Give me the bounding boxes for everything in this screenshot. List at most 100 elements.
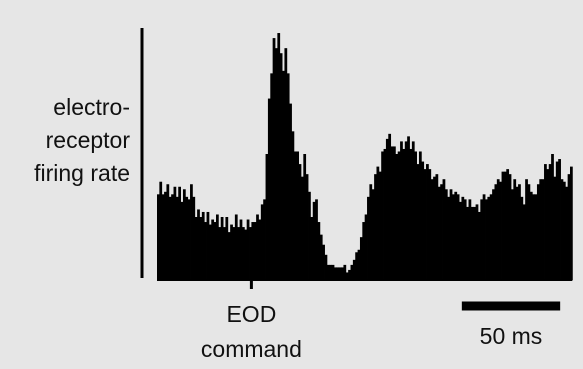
histogram-bar xyxy=(395,154,399,280)
histogram-bar xyxy=(473,206,476,280)
histogram-bar xyxy=(168,196,172,280)
histogram-bar xyxy=(468,199,472,280)
histogram-bar xyxy=(232,227,236,280)
histogram-bar xyxy=(409,148,413,280)
histogram-bar xyxy=(267,98,271,280)
histogram-bar xyxy=(322,244,325,280)
histogram-bar xyxy=(159,181,163,280)
histogram-bar xyxy=(312,201,316,280)
histogram-bar xyxy=(383,148,387,280)
histogram-bar xyxy=(378,171,382,280)
histogram-bar xyxy=(348,269,351,280)
histogram-bar xyxy=(227,232,231,280)
histogram-bar xyxy=(449,189,453,280)
histogram-bar xyxy=(336,267,340,280)
histogram-bar xyxy=(204,222,207,280)
histogram-bar xyxy=(157,194,160,280)
histogram-bar xyxy=(300,176,304,280)
histogram-bar xyxy=(352,259,356,280)
histogram-bar xyxy=(470,206,474,280)
histogram-bar xyxy=(459,201,462,280)
histogram-bar xyxy=(407,136,410,280)
eod-label-line-2: command xyxy=(201,336,302,362)
histogram-bar xyxy=(251,222,255,280)
histogram-bar xyxy=(180,201,184,280)
histogram-bar xyxy=(315,199,318,280)
time-scale-bar-label: 50 ms xyxy=(480,323,543,349)
histogram-bar xyxy=(364,214,368,280)
histogram-bar xyxy=(182,189,186,280)
histogram-bar xyxy=(201,211,205,280)
eod-label-line-1: EOD xyxy=(226,301,276,327)
histogram-bar xyxy=(284,48,288,280)
histogram-bar xyxy=(225,217,229,280)
histogram-bar xyxy=(390,146,394,280)
histogram-bar xyxy=(239,219,243,280)
histogram-bar xyxy=(397,151,401,280)
histogram-bar xyxy=(482,194,486,280)
histogram-bar xyxy=(487,196,491,280)
histogram-bar xyxy=(506,169,510,280)
histogram-bar xyxy=(565,186,569,280)
histogram-bar xyxy=(515,186,519,280)
histogram-bar xyxy=(444,189,448,280)
histogram-bar xyxy=(501,171,505,280)
histogram-bar xyxy=(423,169,427,280)
histogram-bar xyxy=(534,194,538,280)
histogram-bar xyxy=(341,267,344,280)
histogram-bar xyxy=(362,222,366,280)
histogram-bar xyxy=(522,204,526,280)
histogram-bar xyxy=(421,161,425,280)
histogram-bar xyxy=(393,146,396,280)
histogram-bar xyxy=(548,164,552,280)
histogram-bar xyxy=(263,199,266,280)
histogram-bar xyxy=(253,222,257,280)
histogram-bar xyxy=(525,179,528,280)
histogram-bar xyxy=(331,264,335,280)
histogram-bar xyxy=(529,191,533,280)
histogram-bar xyxy=(246,219,250,280)
histogram-bar xyxy=(230,224,233,280)
histogram-bar xyxy=(171,194,174,280)
histogram-bar xyxy=(367,196,370,280)
histogram-bar xyxy=(324,254,328,280)
histogram-bar xyxy=(461,196,465,280)
histogram-bar xyxy=(277,33,281,280)
histogram-bar xyxy=(220,217,224,280)
histogram-bar xyxy=(570,166,573,280)
histogram-bar xyxy=(480,199,484,280)
histogram-bar xyxy=(326,264,330,280)
histogram-bar xyxy=(369,184,373,280)
histogram-bar xyxy=(463,199,467,280)
histogram-bar xyxy=(400,141,403,280)
histogram-bar xyxy=(208,224,212,280)
histogram-bar xyxy=(241,227,245,280)
histogram-bar xyxy=(260,204,264,280)
histogram-bar xyxy=(402,148,406,280)
histogram-bar xyxy=(270,73,274,280)
histogram-bar xyxy=(381,151,384,280)
histogram-bar xyxy=(553,176,557,280)
histogram-bar xyxy=(275,48,278,280)
histogram-bar xyxy=(272,38,276,280)
histogram-bar xyxy=(492,189,495,280)
histogram-bar xyxy=(511,189,514,280)
histogram-bar xyxy=(164,191,167,280)
histogram-bar xyxy=(194,217,198,280)
histogram-bar xyxy=(385,138,389,280)
histogram-bar xyxy=(430,179,434,280)
histogram-bar xyxy=(416,164,420,280)
histogram-bar xyxy=(499,181,502,280)
histogram-bar xyxy=(532,194,535,280)
histogram-bar xyxy=(166,184,170,280)
histogram-bar xyxy=(310,217,314,280)
histogram-bar xyxy=(234,214,238,280)
histogram-bar xyxy=(452,194,455,280)
histogram-bar xyxy=(541,179,545,280)
histogram-bar xyxy=(345,272,349,280)
histogram-bar xyxy=(213,222,217,280)
histogram-bar xyxy=(211,219,215,280)
histogram-bar xyxy=(338,267,342,280)
histogram-bar xyxy=(503,171,507,280)
